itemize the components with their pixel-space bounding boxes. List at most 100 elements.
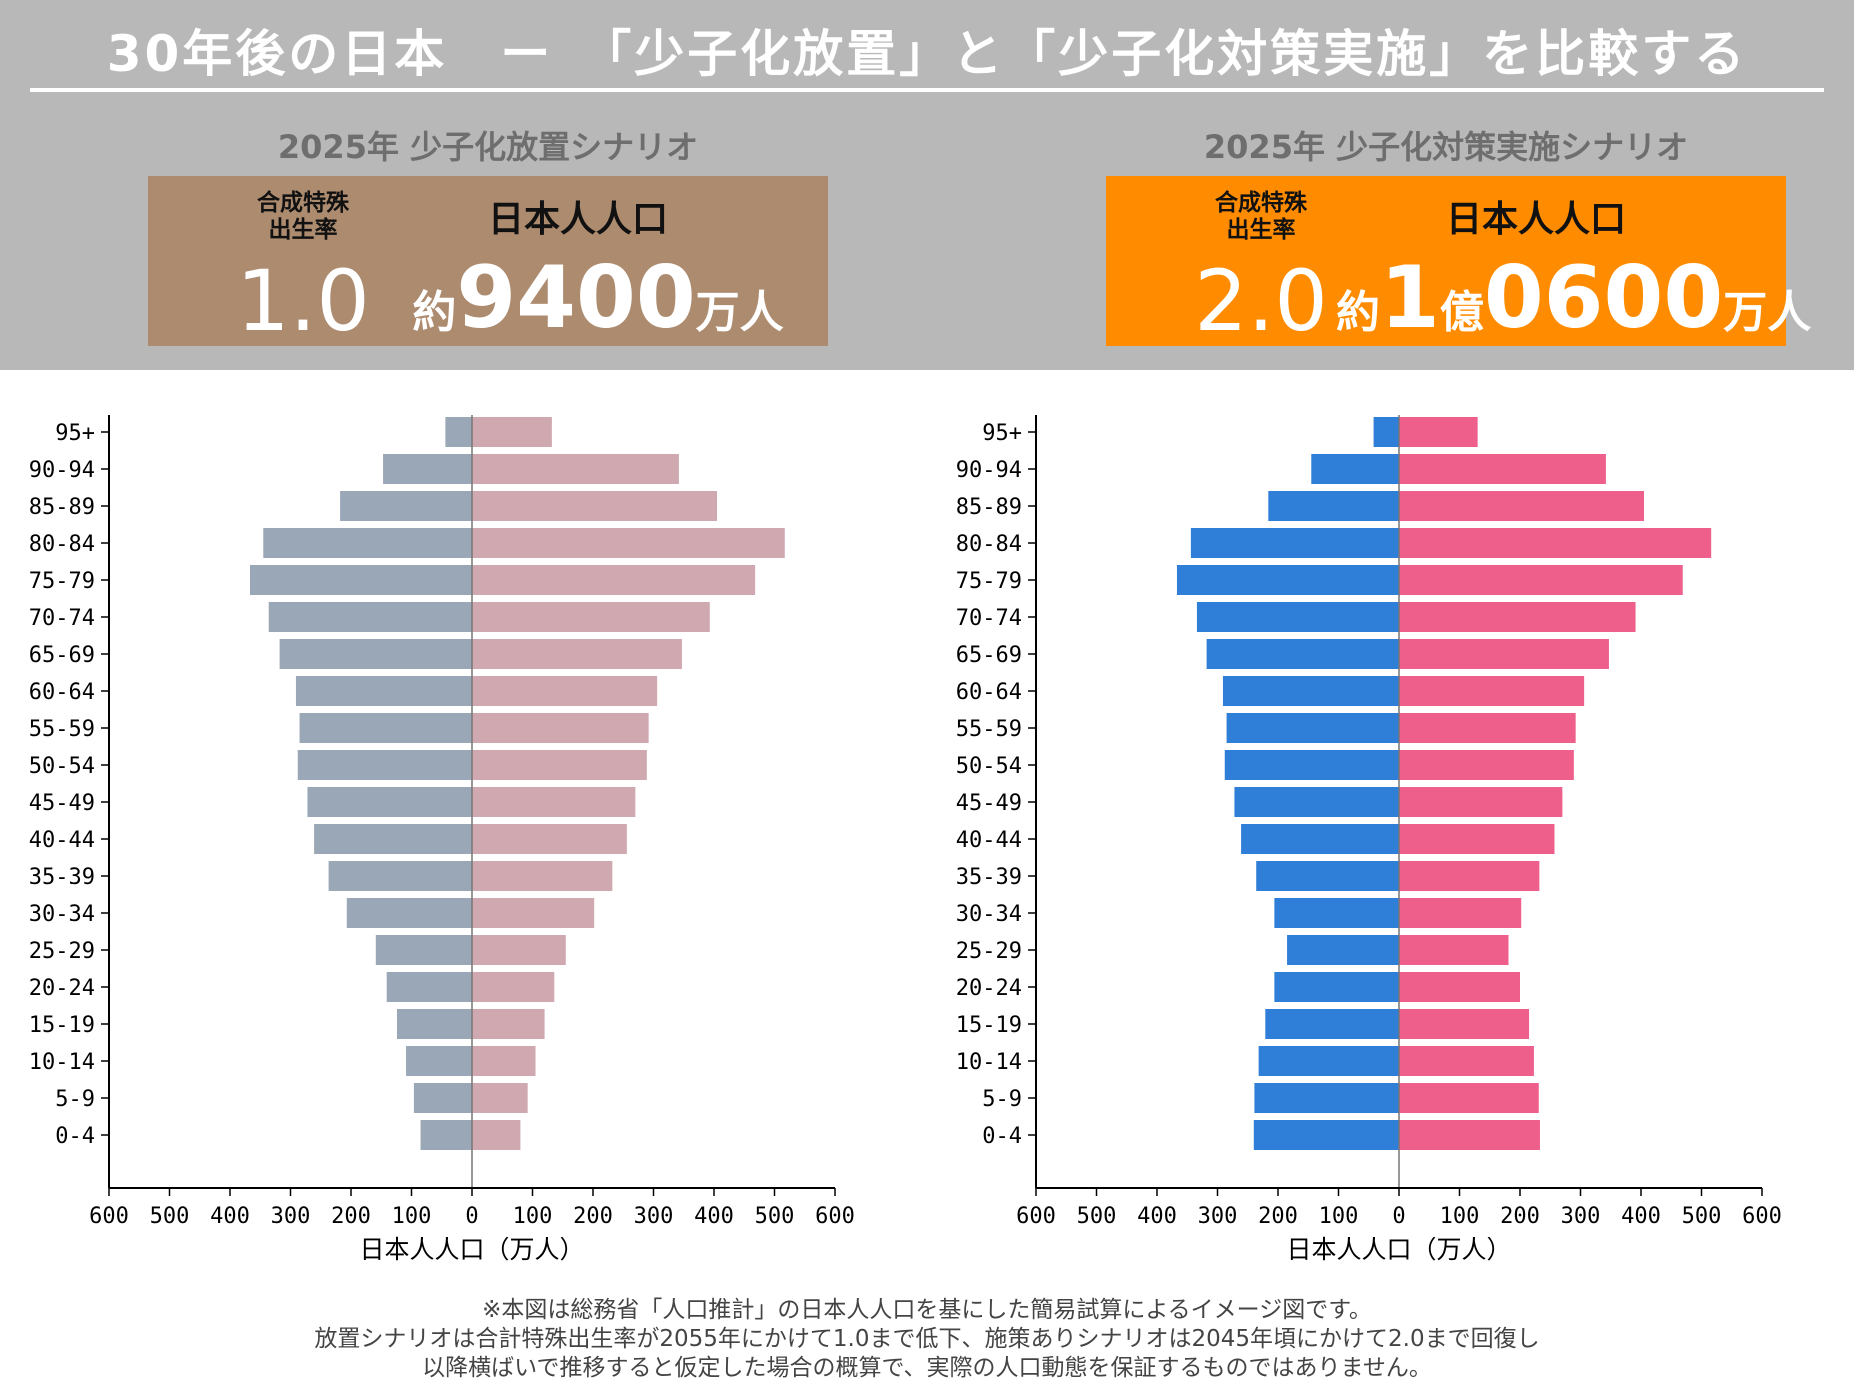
y-tick-label: 70-74 [956, 606, 1022, 631]
baseline-summary-box: 合成特殊 出生率 日本人人口 1.0 約9400万人 [148, 176, 828, 350]
bar-left-25-29 [1287, 935, 1399, 965]
y-tick-label: 30-34 [29, 902, 95, 927]
y-tick-label: 45-49 [29, 791, 95, 816]
bar-right-25-29 [472, 935, 566, 965]
y-tick-label: 60-64 [956, 680, 1022, 705]
bar-left-90-94 [1311, 454, 1399, 484]
bar-left-40-44 [1241, 824, 1399, 854]
y-tick-label: 20-24 [956, 976, 1022, 1001]
y-tick-label: 20-24 [29, 976, 95, 1001]
x-tick-label: 200 [1500, 1204, 1540, 1229]
y-tick-label: 45-49 [956, 791, 1022, 816]
x-tick-label: 600 [1742, 1204, 1782, 1229]
y-tick-label: 95+ [982, 421, 1022, 446]
x-tick-label: 300 [1198, 1204, 1238, 1229]
y-tick-label: 35-39 [29, 865, 95, 890]
bar-right-15-19 [472, 1009, 545, 1039]
y-tick-label: 75-79 [956, 569, 1022, 594]
bar-right-90-94 [472, 454, 679, 484]
y-tick-label: 85-89 [29, 495, 95, 520]
population-part: 約 [1336, 287, 1380, 338]
y-tick-label: 40-44 [956, 828, 1022, 853]
x-tick-label: 300 [634, 1204, 674, 1229]
bar-right-40-44 [472, 824, 627, 854]
y-tick-label: 15-19 [956, 1013, 1022, 1038]
y-tick-label: 65-69 [956, 643, 1022, 668]
y-tick-label: 95+ [55, 421, 95, 446]
footnote-line: 以降横ばいで推移すると仮定した場合の概算で、実際の人口動態を保証するものではあり… [422, 1355, 1432, 1381]
x-tick-label: 500 [150, 1204, 190, 1229]
bar-right-35-39 [472, 861, 613, 891]
x-tick-label: 200 [331, 1204, 371, 1229]
y-tick-label: 30-34 [956, 902, 1022, 927]
footnote: ※本図は総務省「人口推計」の日本人人口を基にした簡易試算によるイメージ図です。 … [0, 1296, 1854, 1383]
x-tick-label: 400 [1621, 1204, 1661, 1229]
bar-left-65-69 [279, 639, 472, 669]
bar-left-10-14 [406, 1046, 472, 1076]
y-tick-label: 5-9 [982, 1087, 1022, 1112]
y-tick-label: 55-59 [29, 717, 95, 742]
x-tick-label: 400 [694, 1204, 734, 1229]
population-value: 約9400万人 [378, 248, 818, 348]
bar-right-55-59 [1399, 713, 1576, 743]
x-tick-label: 100 [392, 1204, 432, 1229]
bar-left-35-39 [328, 861, 472, 891]
y-tick-label: 85-89 [956, 495, 1022, 520]
bar-left-80-84 [1190, 528, 1399, 558]
x-axis-label: 日本人人口（万人） [359, 1235, 584, 1264]
y-tick-label: 0-4 [55, 1124, 95, 1149]
population-part: 億 [1439, 287, 1484, 338]
bar-right-10-14 [1399, 1046, 1534, 1076]
bar-left-55-59 [1226, 713, 1399, 743]
bar-left-20-24 [1274, 972, 1399, 1002]
y-tick-label: 65-69 [29, 643, 95, 668]
population-label: 日本人人口 [487, 199, 668, 240]
bar-left-40-44 [314, 824, 472, 854]
bar-right-60-64 [1399, 676, 1585, 706]
y-tick-label: 25-29 [956, 939, 1022, 964]
bar-right-45-49 [472, 787, 636, 817]
bar-right-35-39 [1399, 861, 1540, 891]
bar-right-95+ [1399, 417, 1478, 447]
bar-left-45-49 [1234, 787, 1399, 817]
tfr-value: 1.0 [236, 252, 370, 350]
population-part: 9400 [456, 248, 696, 348]
y-tick-label: 5-9 [55, 1087, 95, 1112]
x-axis-label: 日本人人口（万人） [1286, 1235, 1511, 1264]
bar-left-10-14 [1258, 1046, 1399, 1076]
y-tick-label: 60-64 [29, 680, 95, 705]
bar-left-55-59 [299, 713, 472, 743]
x-tick-label: 200 [573, 1204, 613, 1229]
tfr-value: 2.0 [1194, 252, 1328, 350]
bar-right-90-94 [1399, 454, 1606, 484]
bar-right-10-14 [472, 1046, 536, 1076]
y-tick-label: 35-39 [956, 865, 1022, 890]
y-tick-label: 50-54 [956, 754, 1022, 779]
bar-left-15-19 [396, 1009, 472, 1039]
bar-right-60-64 [472, 676, 658, 706]
bar-right-5-9 [472, 1083, 528, 1113]
bar-left-5-9 [413, 1083, 472, 1113]
x-tick-label: 0 [465, 1204, 478, 1229]
bar-left-80-84 [263, 528, 472, 558]
policy-summary-box: 合成特殊 出生率 日本人人口 2.0 約1億0600万人 [1106, 176, 1811, 350]
bar-right-0-4 [1399, 1120, 1540, 1150]
y-tick-label: 55-59 [956, 717, 1022, 742]
population-part: 万人 [695, 287, 784, 338]
x-tick-label: 100 [1440, 1204, 1480, 1229]
baseline-population-pyramid: 0-4 5-9 10-14 15-19 20-24 25-29 30-34 35-39 40-4… [29, 415, 855, 1264]
bar-right-80-84 [472, 528, 785, 558]
bar-right-50-54 [1399, 750, 1574, 780]
bar-left-15-19 [1265, 1009, 1399, 1039]
bar-left-5-9 [1254, 1083, 1399, 1113]
bar-left-50-54 [297, 750, 472, 780]
bar-right-75-79 [472, 565, 756, 595]
x-tick-label: 600 [815, 1204, 855, 1229]
bar-left-95+ [445, 417, 472, 447]
population-part: 1 [1380, 248, 1440, 348]
bar-left-30-34 [346, 898, 472, 928]
bar-right-0-4 [472, 1120, 521, 1150]
bar-left-45-49 [307, 787, 472, 817]
bar-left-95+ [1373, 417, 1399, 447]
bar-right-20-24 [1399, 972, 1520, 1002]
